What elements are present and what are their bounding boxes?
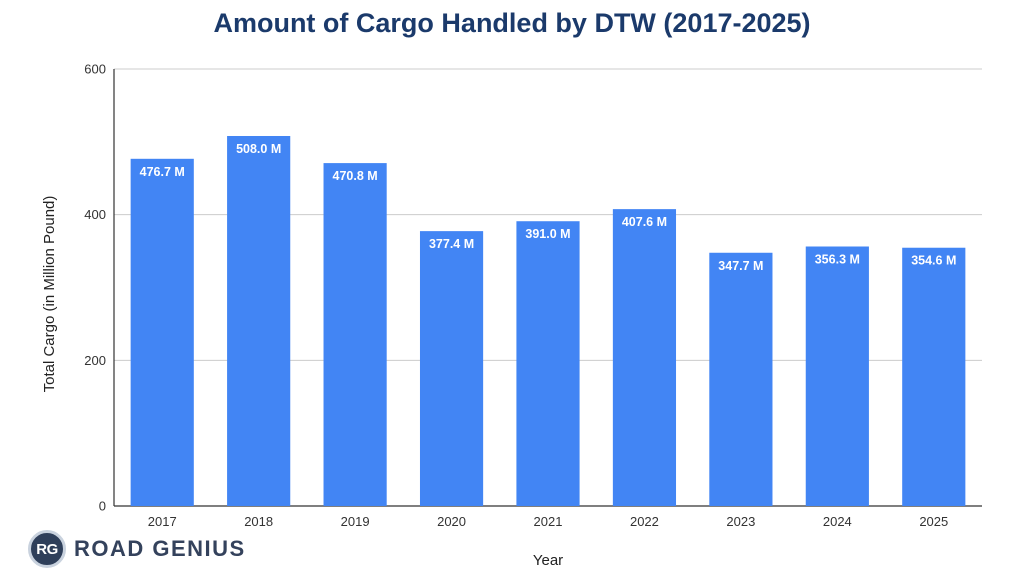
tick-labels: 0 200 400 600 2017 2018 2019 2020 2021 2022 2023 20… — [84, 62, 948, 530]
chart-title: Amount of Cargo Handled by DTW (2017-202… — [213, 8, 811, 38]
x-tick-label-2022: 2022 — [630, 514, 659, 529]
logo-wordmark: ROAD GENIUS — [74, 536, 246, 561]
x-tick-label-2018: 2018 — [244, 514, 273, 529]
x-axis-title: Year — [533, 552, 563, 569]
data-label-2023: 347.7 M — [718, 259, 763, 273]
x-tick-label-2021: 2021 — [534, 514, 563, 529]
y-tick-label: 200 — [84, 353, 106, 368]
bar-2024 — [805, 246, 869, 507]
y-tick-label: 0 — [99, 499, 106, 514]
bar-2017 — [130, 158, 194, 506]
bar-2019 — [323, 163, 387, 507]
data-label-2021: 391.0 M — [525, 227, 570, 241]
data-label-2019: 470.8 M — [333, 169, 378, 183]
data-label-2017: 476.7 M — [140, 165, 185, 179]
data-label-2022: 407.6 M — [622, 215, 667, 229]
x-tick-label-2017: 2017 — [148, 514, 177, 529]
x-tick-label-2020: 2020 — [437, 514, 466, 529]
logo-badge: RG — [28, 530, 66, 568]
bar-2023 — [709, 252, 773, 506]
data-label-2024: 356.3 M — [815, 252, 860, 266]
bars — [130, 136, 966, 507]
y-axis-title: Total Cargo (in Million Pound) — [41, 196, 58, 393]
bar-2018 — [227, 136, 291, 507]
road-genius-logo: RG ROAD GENIUS — [28, 530, 246, 568]
bar-2022 — [612, 209, 677, 506]
x-tick-label-2019: 2019 — [341, 514, 370, 529]
bar-2021 — [516, 221, 580, 506]
data-label-2018: 508.0 M — [236, 142, 281, 156]
y-tick-label: 600 — [84, 62, 106, 77]
data-label-2020: 377.4 M — [429, 237, 474, 251]
x-tick-label-2023: 2023 — [726, 514, 755, 529]
data-labels: 476.7 M 508.0 M 470.8 M 377.4 M 391.0 M 407.6… — [140, 142, 957, 273]
x-tick-label-2024: 2024 — [823, 514, 852, 529]
bar-2020 — [419, 231, 484, 506]
bar-2025 — [902, 247, 966, 506]
data-label-2025: 354.6 M — [911, 254, 956, 268]
x-tick-label-2025: 2025 — [919, 514, 948, 529]
y-tick-label: 400 — [84, 207, 106, 222]
